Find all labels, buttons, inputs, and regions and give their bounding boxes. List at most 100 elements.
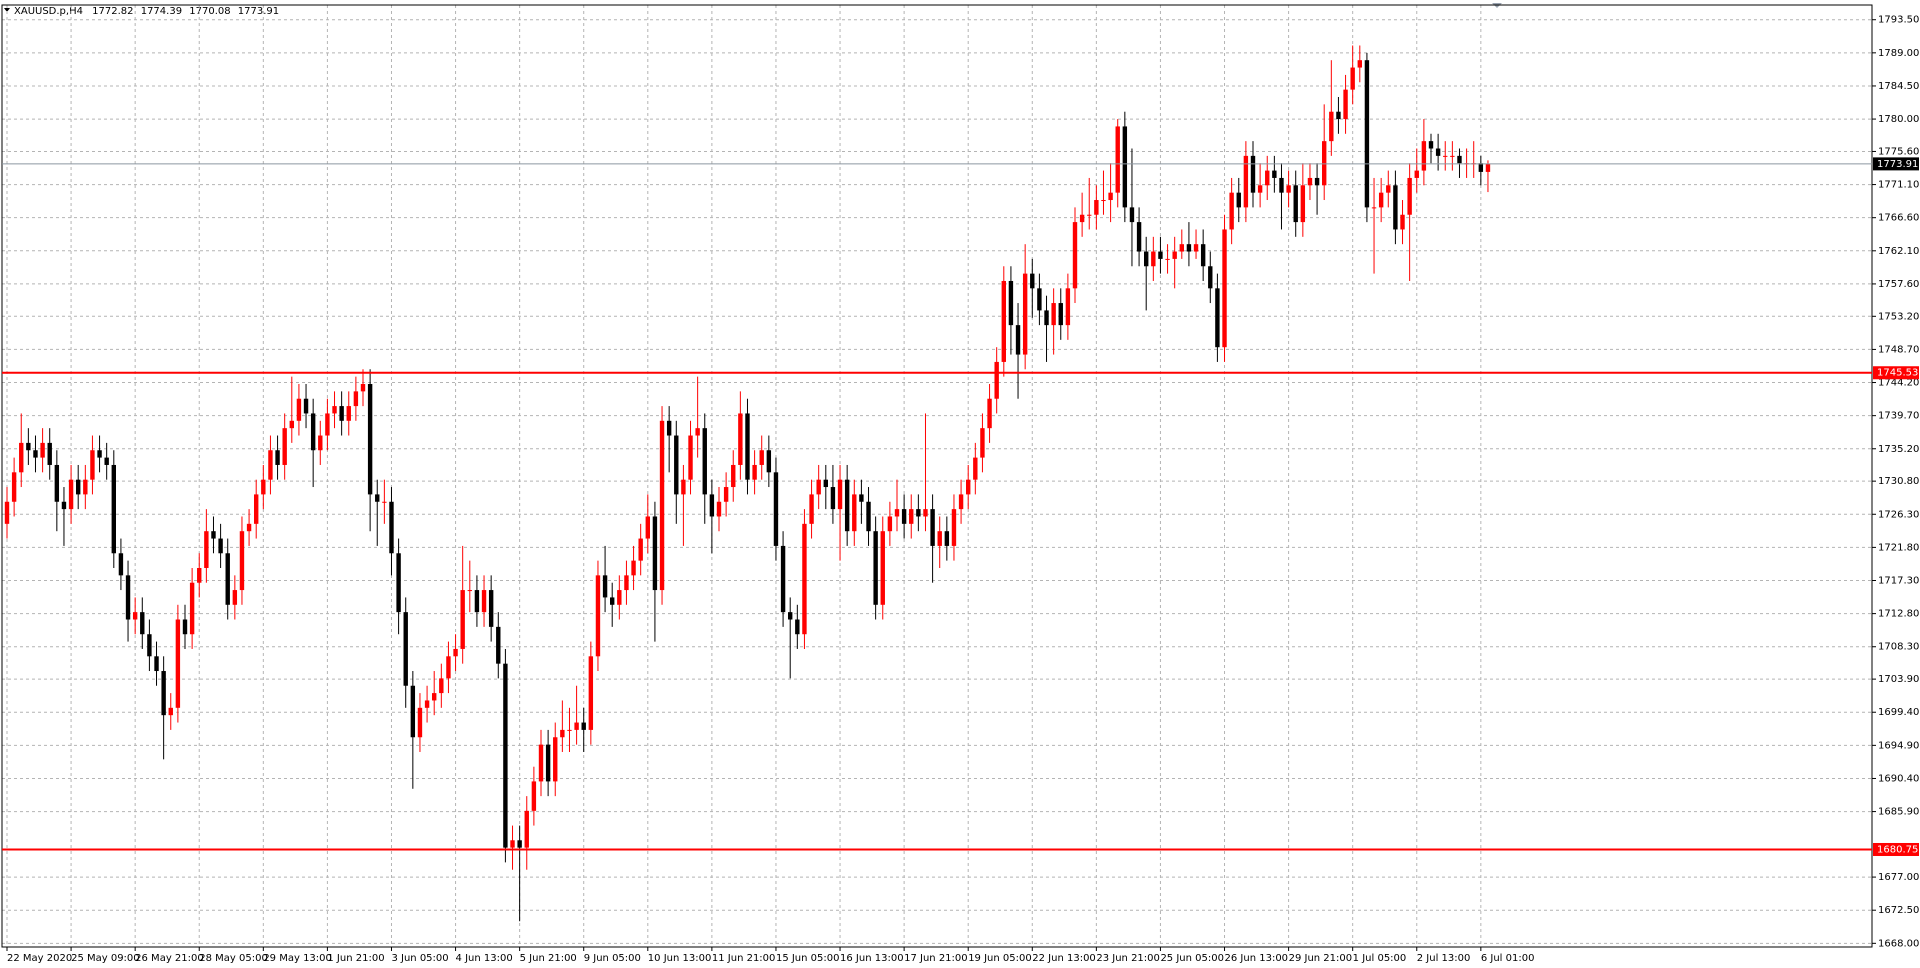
y-tick-label: 1789.00	[1878, 48, 1919, 59]
candle-body	[239, 531, 245, 591]
x-tick-label: 25 May 09:00	[71, 953, 140, 964]
candle-body	[1322, 141, 1327, 186]
candle-body	[880, 531, 885, 605]
y-tick-label: 1690.40	[1878, 773, 1919, 784]
candle-body	[453, 648, 458, 657]
candle-body	[738, 413, 743, 465]
candle-body	[268, 450, 273, 480]
candle-body	[894, 509, 900, 517]
candle-body	[76, 479, 81, 495]
candle-body	[830, 487, 836, 510]
candle-body	[346, 406, 351, 421]
x-tick-label: 9 Jun 05:00	[584, 953, 641, 964]
candle-body	[1279, 177, 1284, 193]
header-low: 1770.08	[189, 6, 230, 17]
candle-body	[930, 509, 935, 546]
candle-body	[802, 523, 807, 635]
candle-body	[602, 575, 608, 598]
header-close: 1773.91	[238, 6, 279, 17]
x-tick-label: 28 May 05:00	[199, 953, 268, 964]
candle-body	[773, 472, 779, 546]
y-tick-label: 1730.80	[1878, 476, 1919, 487]
candle-body	[1058, 303, 1063, 326]
candle-body	[140, 612, 145, 635]
candle-body	[360, 384, 366, 392]
candle-body	[723, 487, 729, 502]
y-tick-label: 1748.70	[1878, 344, 1919, 355]
candle-body	[68, 479, 74, 510]
x-tick-label: 22 May 2020	[7, 953, 72, 964]
candle-body	[1450, 155, 1455, 157]
y-tick-label: 1762.10	[1878, 246, 1919, 257]
x-tick-label: 15 Jun 05:00	[776, 953, 840, 964]
candle-body	[1400, 214, 1405, 230]
candle-body	[481, 590, 487, 613]
plot-frame	[1, 4, 1873, 948]
candle-body	[1307, 177, 1313, 186]
candle-body	[759, 450, 764, 465]
candle-body	[310, 413, 316, 451]
candle-body	[909, 509, 914, 524]
candle-body	[524, 810, 529, 848]
level-label: 1680.75	[1877, 844, 1918, 855]
candle-body	[496, 626, 501, 664]
candle-body	[645, 516, 650, 539]
candle-body	[446, 656, 451, 679]
candle-body	[225, 553, 230, 605]
y-tick-label: 1726.30	[1878, 509, 1919, 520]
y-tick-label: 1775.60	[1878, 146, 1919, 157]
candle-body	[1094, 200, 1099, 215]
candle-body	[588, 656, 594, 730]
candle-body	[382, 501, 387, 503]
candle-body	[1286, 185, 1291, 193]
candle-body	[674, 435, 679, 495]
candle-body	[844, 479, 850, 532]
candle-body	[211, 531, 216, 539]
candle-body	[332, 406, 337, 414]
candle-body	[1122, 126, 1128, 208]
candle-body	[175, 619, 181, 708]
candle-body	[581, 722, 586, 730]
chart-title: XAUUSD.p,H4	[14, 6, 83, 17]
candle-body	[325, 413, 330, 436]
candle-body	[218, 538, 223, 554]
candle-body	[901, 509, 907, 524]
candle-body	[780, 545, 786, 613]
candle-body	[624, 575, 629, 591]
candle-body	[510, 840, 515, 848]
candle-body	[1008, 280, 1014, 326]
candle-body	[282, 428, 287, 465]
candle-body	[1485, 163, 1491, 172]
x-tick-label: 3 Jun 05:00	[391, 953, 448, 964]
header-high: 1774.39	[141, 6, 182, 17]
x-tick-label: 6 Jul 01:00	[1481, 953, 1535, 964]
candle-body	[716, 501, 722, 517]
candle-body	[1044, 310, 1049, 326]
x-tick-label: 17 Jun 21:00	[904, 953, 968, 964]
candle-body	[33, 450, 38, 458]
candle-body	[681, 479, 686, 495]
candle-body	[1179, 244, 1184, 252]
candle-body	[538, 744, 544, 782]
candle-body	[47, 442, 52, 465]
candle-body	[503, 663, 508, 848]
x-tick-label: 16 Jun 13:00	[840, 953, 904, 964]
candle-body	[1371, 207, 1377, 209]
candle-body	[545, 744, 551, 782]
candle-body	[154, 656, 159, 672]
y-tick-label: 1712.80	[1878, 609, 1919, 620]
candle-body	[375, 494, 380, 502]
candle-body	[11, 472, 17, 502]
menu-arrow[interactable]	[4, 8, 10, 12]
candle-body	[517, 840, 522, 848]
candle-body	[111, 464, 116, 554]
y-tick-label: 1784.50	[1878, 81, 1919, 92]
candle-body	[1115, 126, 1120, 193]
candle-body	[118, 553, 124, 576]
candle-body	[339, 406, 344, 421]
candle-body	[987, 398, 992, 429]
y-tick-label: 1744.20	[1878, 378, 1919, 389]
candle-body	[1037, 288, 1042, 311]
candle-body	[610, 597, 615, 605]
x-tick-label: 29 Jun 21:00	[1289, 953, 1353, 964]
